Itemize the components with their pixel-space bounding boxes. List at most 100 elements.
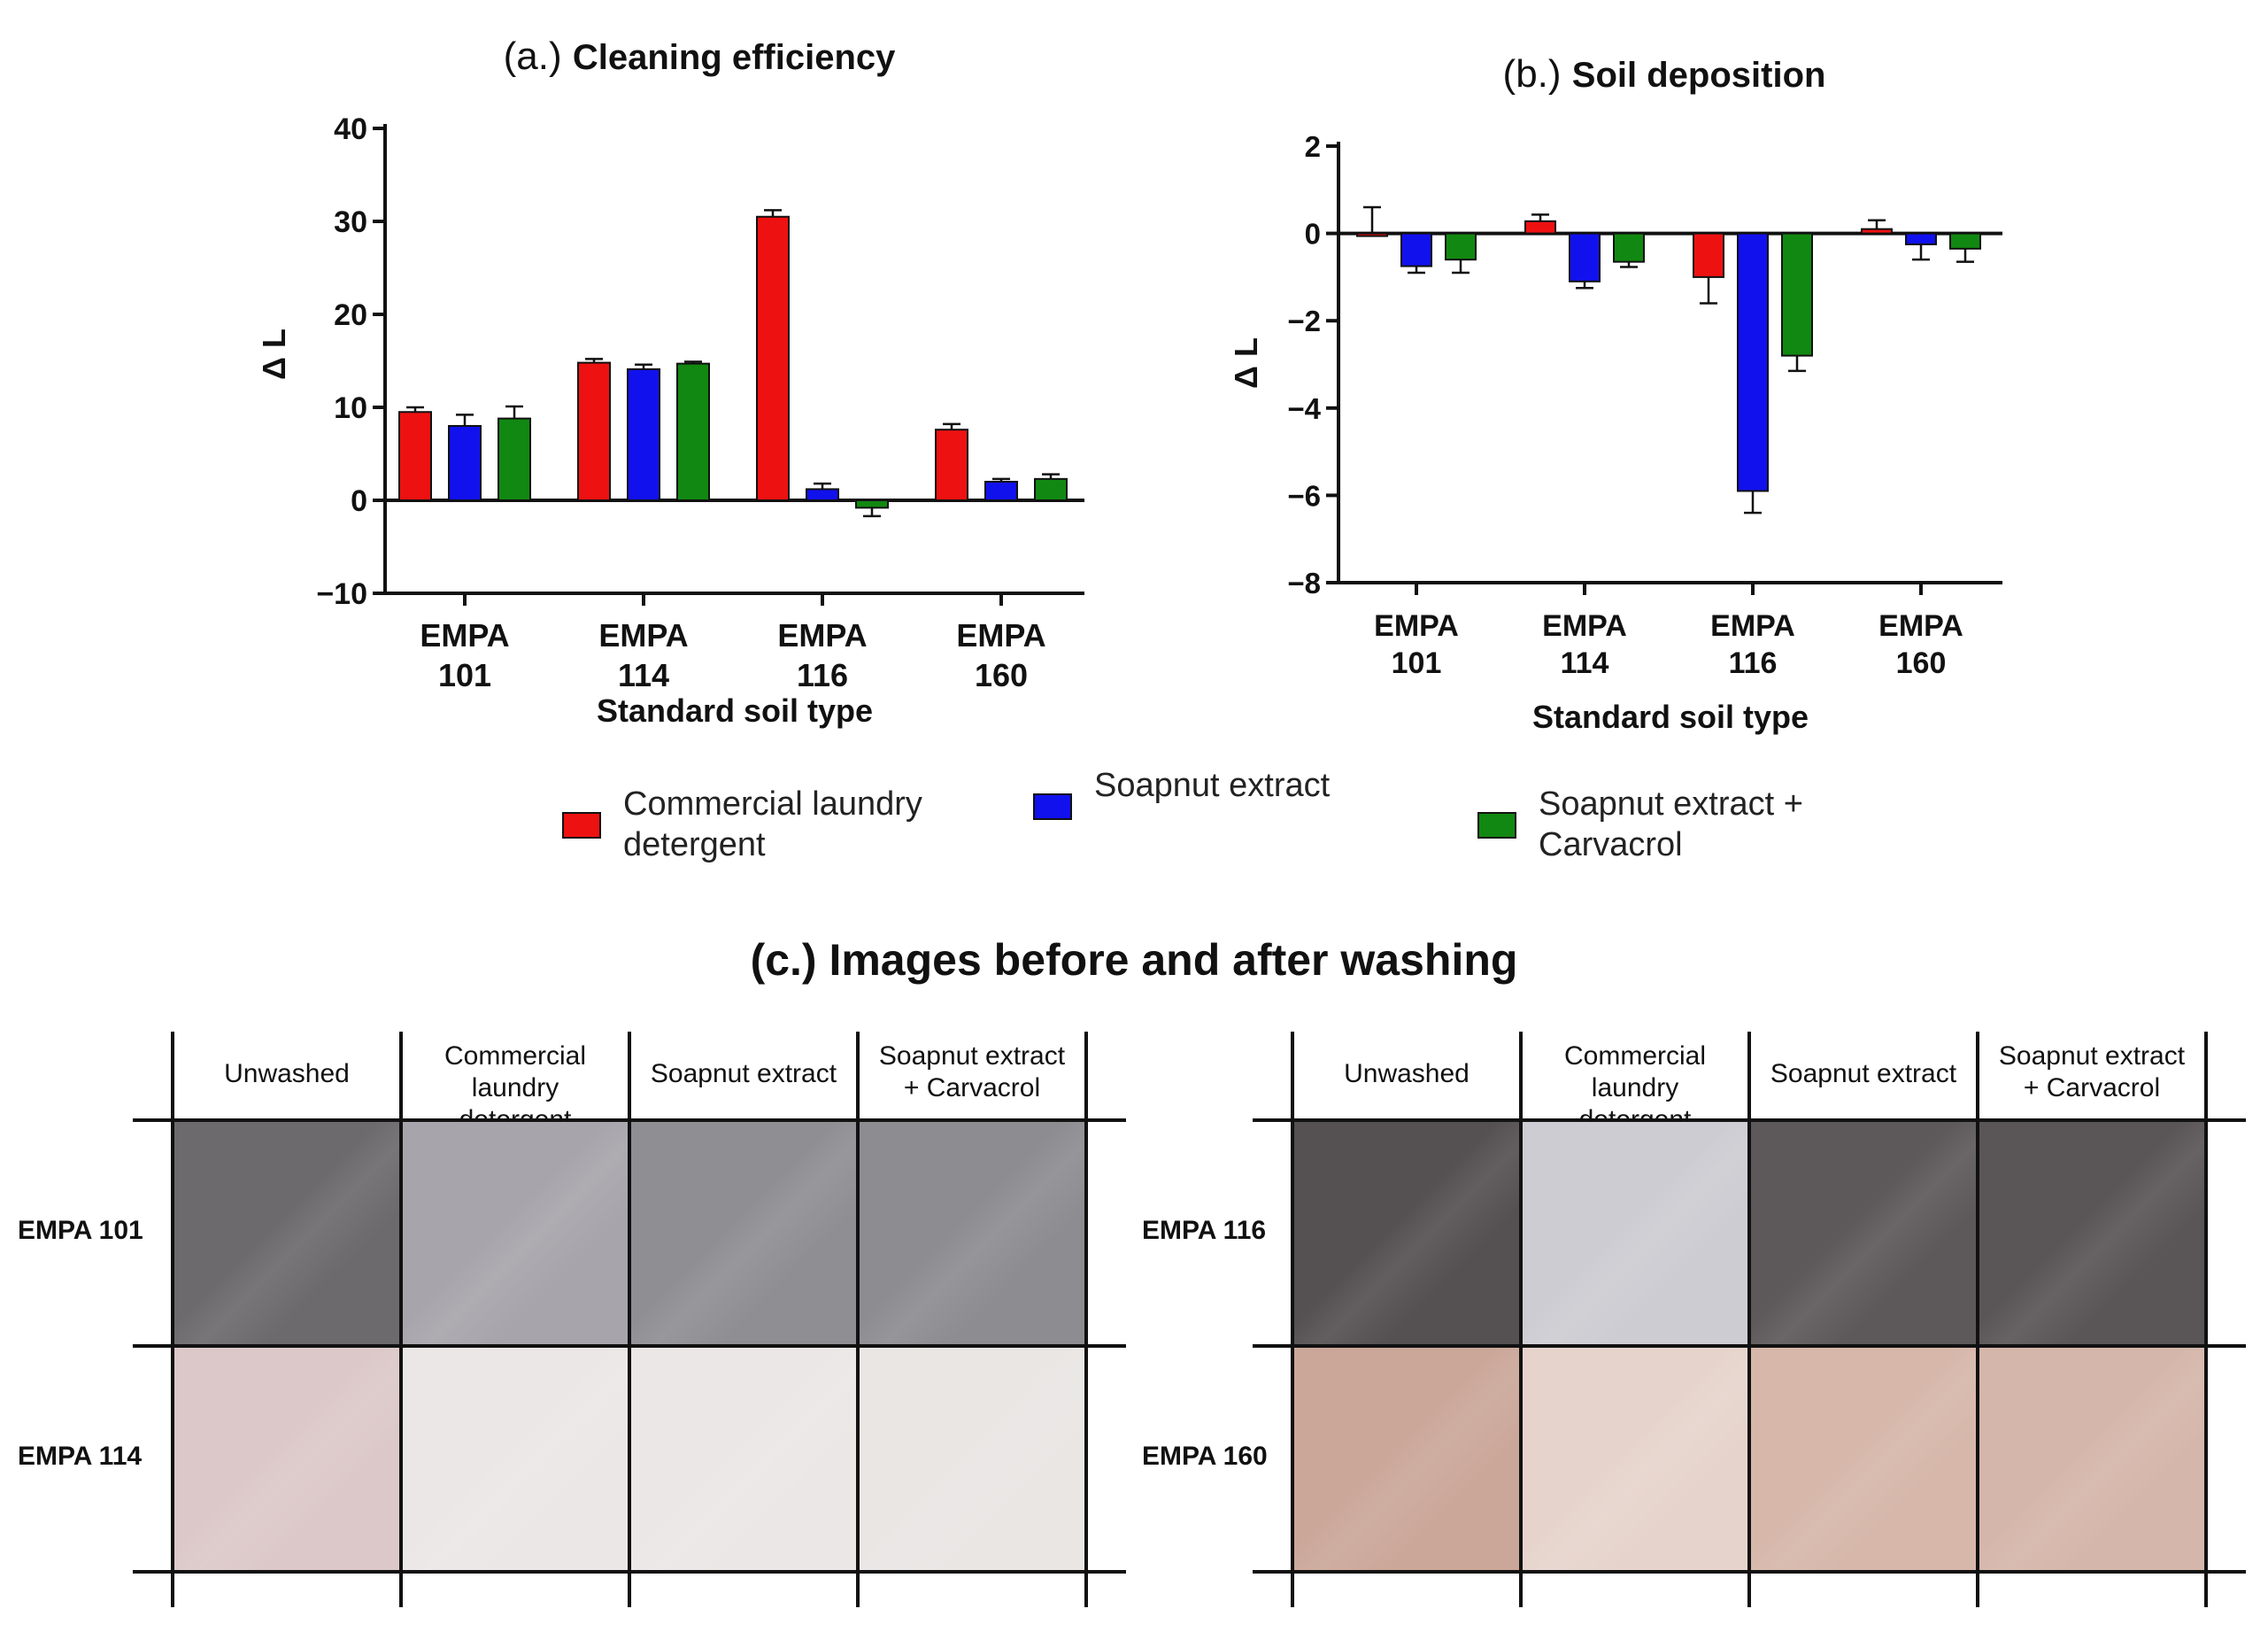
fabric-swatch <box>629 1346 858 1572</box>
x-tick-label: EMPA <box>1878 609 1963 643</box>
column-header-line: Unwashed <box>224 1059 350 1088</box>
x-tick-label: 114 <box>618 657 669 693</box>
y-tick-label: −8 <box>1287 567 1321 599</box>
panel-label: (a.) <box>504 35 573 78</box>
fabric-swatch <box>401 1120 629 1346</box>
fabric-swatch <box>858 1120 1086 1346</box>
x-tick-label: EMPA <box>598 617 688 654</box>
grid-line <box>1084 1032 1088 1607</box>
fabric-swatch <box>858 1346 1086 1572</box>
chart-title: (a.) Cleaning efficiency <box>504 35 897 78</box>
column-header-line: Soapnut extract <box>1998 1041 2186 1071</box>
x-tick-label: EMPA <box>420 617 509 654</box>
fabric-swatch <box>1292 1346 1521 1572</box>
fabric-swatch <box>401 1346 629 1572</box>
bar <box>1781 232 1813 357</box>
y-axis-label: Δ L <box>1228 337 1264 389</box>
title-text: Cleaning efficiency <box>573 38 896 77</box>
images-section-title: (c.) Images before and after washing <box>750 935 1518 985</box>
legend-label: Carvacrol <box>1539 826 1683 863</box>
row-header: EMPA 116 <box>1142 1215 1267 1245</box>
bar <box>1613 232 1645 263</box>
title-text: Soil deposition <box>1572 56 1826 95</box>
bar <box>676 362 710 501</box>
x-tick-label: EMPA <box>1374 609 1459 643</box>
fabric-swatch <box>1978 1346 2206 1572</box>
fabric-swatch <box>1749 1346 1978 1572</box>
grid-line <box>2204 1032 2208 1607</box>
bar <box>398 411 432 501</box>
y-tick-label: −2 <box>1287 305 1321 337</box>
grid-line <box>399 1032 403 1607</box>
x-tick-label: EMPA <box>956 617 1045 654</box>
y-axis-label: Δ L <box>256 329 292 380</box>
bar <box>627 367 660 502</box>
y-tick-label: 0 <box>351 484 367 518</box>
column-header-line: + Carvacrol <box>903 1073 1041 1102</box>
fabric-swatch <box>1749 1120 1978 1346</box>
legend-swatch <box>1033 793 1072 820</box>
fabric-swatch <box>1521 1120 1749 1346</box>
bar <box>756 215 790 501</box>
bar <box>935 429 968 502</box>
x-tick-label: 160 <box>1896 646 1947 680</box>
column-header-line: Commercial laundry <box>1563 1041 1707 1102</box>
bar <box>1737 232 1769 492</box>
grid-line <box>856 1032 860 1607</box>
fabric-swatch <box>173 1346 401 1572</box>
legend-label: detergent <box>623 826 766 863</box>
legend-label: Soapnut extract <box>1094 767 1331 804</box>
y-tick-label: 20 <box>334 298 367 332</box>
grid-line <box>1747 1032 1751 1607</box>
column-header-line: Soapnut extract <box>1770 1059 1957 1088</box>
chart-cleaning-efficiency: (a.) Cleaning efficiency −10 0 10 20 30 40 EMPA… <box>256 35 1084 729</box>
x-axis-label: Standard soil type <box>597 692 873 729</box>
y-tick-label: 2 <box>1305 130 1321 163</box>
x-tick-label: 116 <box>1729 646 1778 680</box>
x-tick-label: 160 <box>975 657 1028 693</box>
grid-line <box>1976 1032 1979 1607</box>
fabric-swatch <box>1292 1120 1521 1346</box>
y-tick-label: −10 <box>316 577 367 611</box>
bar <box>984 481 1018 501</box>
column-header-line: Commercial laundry <box>444 1041 587 1102</box>
legend-label: Soapnut extract + <box>1539 785 1803 823</box>
bar <box>1524 220 1556 235</box>
x-tick-label: 101 <box>438 657 491 693</box>
column-header-line: Unwashed <box>1344 1059 1470 1088</box>
row-header: EMPA 114 <box>18 1441 143 1471</box>
legend-swatch <box>562 812 601 839</box>
panel-label: (b.) <box>1503 52 1572 96</box>
column-header: Soapnut extract + Carvacrol <box>858 1040 1086 1104</box>
chart-soil-deposition: (b.) Soil deposition−8−6−4−202EMPA101EMP… <box>1228 52 2002 735</box>
bar <box>577 361 611 501</box>
y-tick-label: 10 <box>334 391 367 425</box>
y-tick-label: 0 <box>1305 218 1321 251</box>
row-header: EMPA 101 <box>18 1215 143 1245</box>
bar <box>1445 232 1477 261</box>
x-tick-label: EMPA <box>1542 609 1627 643</box>
bar <box>1400 232 1432 267</box>
fabric-swatch <box>629 1120 858 1346</box>
fabric-swatch <box>1521 1346 1749 1572</box>
bar <box>1034 477 1068 501</box>
bar <box>1693 232 1724 278</box>
x-axis-label: Standard soil type <box>1532 699 1809 735</box>
grid-line <box>1291 1032 1294 1607</box>
y-tick-label: 30 <box>334 205 367 239</box>
bar <box>855 499 889 509</box>
legend-label: Commercial laundry <box>623 785 922 823</box>
column-header: Soapnut extract + Carvacrol <box>1978 1040 2206 1104</box>
grid-line <box>1519 1032 1523 1607</box>
y-tick-label: −6 <box>1287 479 1321 512</box>
column-header: Unwashed <box>173 1058 401 1090</box>
column-header: Unwashed <box>1292 1058 1521 1090</box>
bar <box>498 417 531 502</box>
column-header-line: Soapnut extract <box>878 1041 1066 1071</box>
bar <box>1949 232 1981 250</box>
x-tick-label: EMPA <box>777 617 867 654</box>
y-tick-label: −4 <box>1287 392 1321 425</box>
